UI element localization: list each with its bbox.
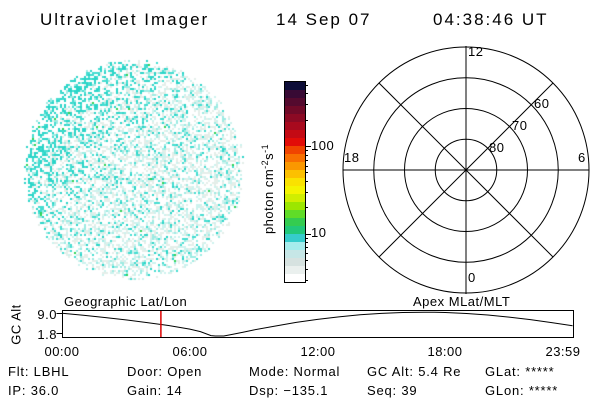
colorbar-tick [305,247,308,249]
colorbar-tick [305,150,308,151]
colorbar-band [285,154,305,162]
colorbar-band [285,90,305,98]
colorbar-tick [305,84,308,86]
colorbar-tick [305,119,308,121]
xtick-label-1800: 18:00 [427,344,463,359]
colorbar-tick [305,260,308,262]
polar-spoke-diagonal-nw [378,82,554,258]
status-mode: Mode: Normal [249,364,341,379]
colorbar-band [285,218,305,226]
status-flt: Flt: LBHL [8,364,70,379]
status-door: Door: Open [127,364,203,379]
colorbar-tick [305,237,308,239]
colorbar-tick [305,191,308,193]
colorbar-band [285,194,305,202]
header-date: 14 Sep 07 [276,10,372,29]
polar-lat-label-60: 60 [534,96,550,111]
colorbar-tick [305,253,308,255]
colorbar-band [285,242,305,250]
colorbar-tick [305,159,308,161]
colorbar-band [285,98,305,106]
colorbar-band [285,130,305,138]
colorbar-band [285,258,305,266]
colorbar-band [285,82,305,90]
colorbar-band [285,170,305,178]
polar-hour-label-6: 6 [578,150,586,165]
colorbar-band [285,234,305,242]
colorbar-tick [305,172,308,174]
colorbar-band [285,114,305,122]
xtick-label-1200: 12:00 [300,344,336,359]
uvi-detector-image [22,58,246,282]
polar-hour-label-18: 18 [344,150,360,165]
colorbar-band [285,226,305,234]
status-gc-alt: GC Alt: 5.4 Re [367,364,462,379]
colorbar-band [285,202,305,210]
colorbar-band [285,274,305,282]
colorbar-band [285,210,305,218]
colorbar-tick [305,104,308,106]
colorbar-tick [305,268,308,270]
colorbar-tick [305,207,308,209]
status-glat: GLat: ***** [485,364,555,379]
colorbar-tick [305,180,308,182]
polar-lat-label-80: 80 [489,140,505,155]
polar-grid [342,46,590,294]
colorbar-tick [305,154,308,156]
gc-plot-frame [62,310,574,338]
xtick-label-0000: 00:00 [44,344,80,359]
colorbar-tick-label-100: 100 [311,138,335,153]
colorbar-band [285,266,305,274]
polar-hour-label-0: 0 [468,270,476,285]
polar-lat-label-70: 70 [512,118,528,133]
gc-plot-left-title: Geographic Lat/Lon [64,294,188,309]
xtick-label-0600: 06:00 [172,344,208,359]
colorbar-tick [305,242,308,244]
colorbar-band [285,162,305,170]
colorbar-band [285,178,305,186]
xtick-label-2359: 23:59 [545,344,581,359]
colorbar-tick [305,146,311,147]
colorbar-band [285,250,305,258]
colorbar-tick-label-10: 10 [311,225,327,240]
header-time: 04:38:46 UT [433,10,549,29]
gc-alt-curve [61,311,573,337]
status-dsp: Dsp: −135.1 [249,383,329,398]
colorbar-tick [305,233,311,235]
status-glon: GLon: ***** [485,383,559,398]
gc-plot-ylabel: GC Alt [8,304,24,345]
polar-hour-label-12: 12 [468,44,484,59]
colorbar-tick [305,279,308,281]
colorbar-band [285,138,305,146]
status-ip: IP: 36.0 [8,383,60,398]
status-seq: Seq: 39 [367,383,418,398]
gc-alt-plot [56,310,574,338]
colorbar-band [285,106,305,114]
app-title: Ultraviolet Imager [40,10,210,29]
colorbar-band [285,122,305,130]
gc-plot-right-title: Apex MLat/MLT [413,294,511,309]
colorbar-band [285,186,305,194]
colorbar-tick [305,165,308,167]
colorbar-tick [305,93,308,95]
colorbar [284,81,311,283]
colorbar-band [285,146,305,154]
status-gain: Gain: 14 [127,383,183,398]
ytick-label-9.0: 9.0 [37,307,57,322]
ytick-label-1.8: 1.8 [37,327,57,342]
